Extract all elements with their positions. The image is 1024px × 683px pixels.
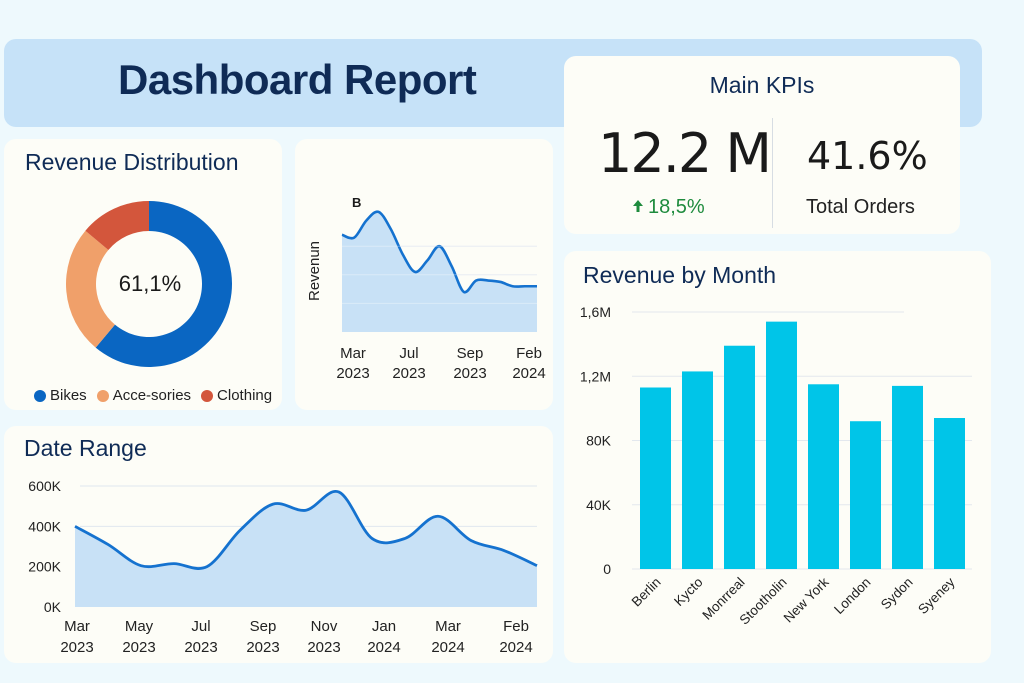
kpi-secondary-label: Total Orders	[806, 196, 915, 218]
y-tick-label: 1,6M	[580, 304, 611, 320]
kpi-divider	[772, 118, 773, 228]
x-tick-label: 2024	[367, 639, 400, 656]
donut-center-label: 61,1%	[118, 271, 182, 296]
legend-dot-icon	[201, 389, 214, 402]
legend-label: Clothing	[217, 387, 273, 404]
legend-label: Bikes	[50, 387, 87, 404]
kpi-delta-value: 18,5%	[648, 196, 705, 218]
revenue-by-month-title: Revenue by Month	[583, 262, 777, 288]
x-tick-label: 2023	[453, 365, 486, 382]
x-tick-label: 2024	[512, 365, 545, 382]
revenue-line	[341, 210, 537, 294]
y-tick-label: 80K	[586, 433, 612, 449]
date-range-title: Date Range	[24, 435, 147, 461]
revenue-trend-chart: B Revenun Mar 2023 Jul 2023 Sep 2023 Feb 2024	[306, 195, 546, 382]
arrow-up-icon	[632, 196, 644, 219]
y-tick-label: 200K	[28, 559, 61, 575]
bar-monrreal[interactable]	[724, 345, 755, 569]
x-tick-label: Syeney	[915, 574, 958, 617]
x-tick-label: Feb	[503, 618, 529, 635]
x-tick-label: 2024	[499, 639, 532, 656]
legend-item[interactable]: Acce-sories	[96, 387, 192, 404]
x-tick-label: Feb	[516, 345, 542, 362]
revenue-distribution-card: Revenue Distribution 61,1% Bikes Acce-sor…	[4, 139, 282, 410]
kpi-card: Main KPIs 12.2 M 41.6% 18,5% Total Order…	[564, 56, 960, 234]
x-tick-label: Nov	[311, 618, 338, 635]
x-tick-label: 2023	[392, 365, 425, 382]
bar-syeney[interactable]	[934, 418, 965, 569]
y-axis-label: Revenun	[306, 241, 323, 301]
bar-berlin[interactable]	[640, 387, 671, 569]
legend-item[interactable]: Bikes	[34, 387, 87, 404]
date-range-line	[74, 490, 538, 570]
kpi-card-title: Main KPIs	[709, 72, 815, 98]
bar-london[interactable]	[850, 421, 881, 569]
legend-dot-icon	[96, 389, 109, 402]
legend-dot-icon	[34, 389, 46, 402]
y-tick-label: 600K	[28, 478, 61, 494]
date-range-chart: 0K 200K 400K 600K Mar 2023 May 2023 Jul 2023 Sep 20…	[28, 478, 538, 656]
y-tick-label: 400K	[28, 518, 61, 534]
legend-label: Acce-sories	[112, 387, 192, 404]
chart-annotation: B	[352, 195, 361, 210]
bar-stootholin[interactable]	[766, 321, 797, 569]
x-tick-label: 2023	[246, 639, 279, 656]
donut-slice-accesories[interactable]	[65, 230, 115, 348]
x-tick-label: Jul	[399, 345, 418, 362]
y-tick-label: 40K	[586, 497, 612, 513]
bar-kycto[interactable]	[682, 371, 713, 569]
y-tick-label: 1,2M	[580, 368, 611, 384]
area-fill	[342, 211, 537, 332]
donut-slice-clothing[interactable]	[85, 201, 149, 250]
bar-sydon[interactable]	[892, 385, 923, 569]
y-tick-label: 0K	[44, 599, 62, 615]
legend-item[interactable]: Clothing	[201, 387, 272, 404]
x-tick-label: London	[831, 575, 873, 617]
x-tick-label: 2023	[60, 639, 93, 656]
page-title: Dashboard Report	[118, 56, 477, 103]
x-tick-label: Sydon	[878, 575, 916, 613]
x-tick-label: Mar	[64, 618, 90, 635]
bar-new-york[interactable]	[808, 384, 839, 569]
kpi-primary-value: 12.2 M	[598, 122, 772, 185]
x-tick-label: 2023	[184, 639, 217, 656]
x-tick-label: 2024	[431, 639, 464, 656]
donut-legend: Bikes Acce-sories Clothing	[34, 387, 272, 404]
revenue-trend-card: B Revenun Mar 2023 Jul 2023 Sep 2023 Feb 2024	[295, 139, 553, 410]
x-tick-label: Jul	[191, 618, 210, 635]
x-tick-label: 2023	[307, 639, 340, 656]
x-tick-label: Mar	[435, 618, 461, 635]
x-tick-label: 2023	[336, 365, 369, 382]
donut-chart	[65, 201, 233, 367]
x-tick-label: May	[125, 618, 154, 635]
kpi-secondary-value: 41.6%	[807, 134, 928, 178]
y-tick-label: 0	[603, 561, 611, 577]
kpi-delta: 18,5%	[632, 196, 705, 219]
x-tick-label: Kycto	[671, 575, 705, 609]
x-tick-label: Jan	[372, 618, 396, 635]
x-tick-label: New York	[781, 574, 832, 625]
revenue-distribution-title: Revenue Distribution	[25, 149, 239, 175]
revenue-by-month-card: Revenue by Month 0 40K 80K 1,2M 1,6M Berlin Ky…	[564, 251, 991, 663]
x-tick-label: Sep	[457, 345, 484, 362]
donut-slice-bikes[interactable]	[95, 201, 233, 367]
x-tick-label: Sep	[250, 618, 277, 635]
x-tick-label: Berlin	[629, 575, 664, 610]
x-tick-label: 2023	[122, 639, 155, 656]
x-tick-label: Mar	[340, 345, 366, 362]
date-range-card: Date Range 0K 200K 400K 600K Mar 2023 May 2023 J…	[4, 426, 553, 663]
area-fill	[75, 491, 537, 607]
